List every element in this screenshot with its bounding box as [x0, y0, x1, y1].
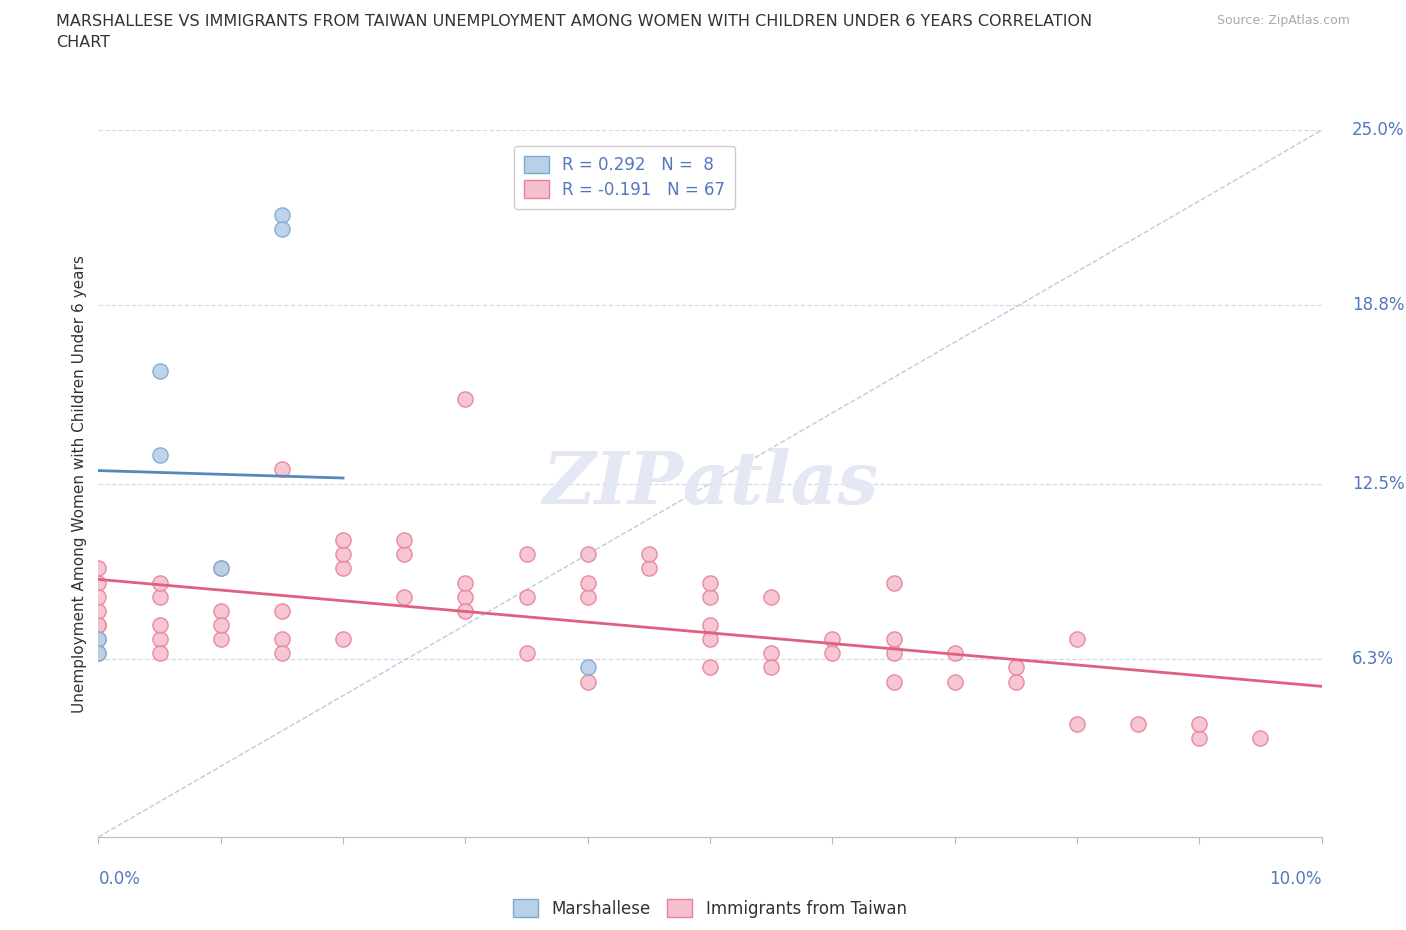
Point: [883, 645, 905, 660]
Y-axis label: Unemployment Among Women with Children Under 6 years: Unemployment Among Women with Children U…: [72, 255, 87, 712]
Point: [87, 561, 110, 576]
Point: [821, 645, 844, 660]
Point: [576, 575, 599, 590]
Point: [149, 590, 172, 604]
Point: [1250, 731, 1272, 746]
Point: [270, 221, 294, 236]
Point: [699, 590, 721, 604]
Point: [392, 533, 416, 548]
Point: [576, 660, 599, 675]
Point: [1128, 716, 1150, 731]
Point: [637, 561, 661, 576]
Point: [270, 604, 294, 618]
Point: [87, 590, 110, 604]
Point: [149, 645, 172, 660]
Point: [270, 207, 294, 222]
Point: [332, 547, 354, 562]
Point: [761, 660, 783, 675]
Point: [87, 604, 110, 618]
Point: [149, 575, 172, 590]
Point: [209, 631, 232, 646]
Point: [883, 575, 905, 590]
Point: [699, 618, 721, 632]
Point: [270, 631, 294, 646]
Point: [699, 660, 721, 675]
Point: [454, 604, 477, 618]
Legend: R = 0.292   N =  8, R = -0.191   N = 67: R = 0.292 N = 8, R = -0.191 N = 67: [513, 146, 735, 208]
Point: [87, 618, 110, 632]
Text: 10.0%: 10.0%: [1270, 870, 1322, 887]
Text: ZIP​atlas: ZIP​atlas: [541, 448, 879, 519]
Point: [1066, 716, 1088, 731]
Point: [332, 533, 354, 548]
Point: [87, 645, 110, 660]
Point: [576, 590, 599, 604]
Text: 12.5%: 12.5%: [1353, 474, 1405, 493]
Point: [209, 604, 232, 618]
Point: [454, 575, 477, 590]
Point: [821, 631, 844, 646]
Point: [209, 561, 232, 576]
Point: [699, 575, 721, 590]
Point: [1066, 631, 1088, 646]
Point: [149, 448, 172, 463]
Point: [761, 645, 783, 660]
Point: [1004, 674, 1026, 689]
Point: [87, 618, 110, 632]
Point: [87, 575, 110, 590]
Point: [149, 618, 172, 632]
Point: [516, 590, 538, 604]
Point: [270, 462, 294, 477]
Point: [699, 631, 721, 646]
Point: [87, 631, 110, 646]
Point: [1188, 716, 1211, 731]
Point: [516, 645, 538, 660]
Point: [149, 363, 172, 378]
Point: [943, 674, 966, 689]
Point: [209, 561, 232, 576]
Point: [943, 645, 966, 660]
Text: CHART: CHART: [56, 35, 110, 50]
Point: [637, 547, 661, 562]
Text: 25.0%: 25.0%: [1353, 121, 1405, 140]
Text: 6.3%: 6.3%: [1353, 650, 1395, 668]
Point: [392, 547, 416, 562]
Text: 18.8%: 18.8%: [1353, 297, 1405, 314]
Point: [332, 561, 354, 576]
Point: [576, 674, 599, 689]
Point: [332, 631, 354, 646]
Point: [883, 631, 905, 646]
Point: [87, 645, 110, 660]
Point: [209, 618, 232, 632]
Point: [454, 392, 477, 406]
Point: [87, 631, 110, 646]
Point: [1004, 660, 1026, 675]
Point: [454, 590, 477, 604]
Text: MARSHALLESE VS IMMIGRANTS FROM TAIWAN UNEMPLOYMENT AMONG WOMEN WITH CHILDREN UND: MARSHALLESE VS IMMIGRANTS FROM TAIWAN UN…: [56, 14, 1092, 29]
Point: [149, 631, 172, 646]
Point: [576, 547, 599, 562]
Point: [516, 547, 538, 562]
Point: [270, 645, 294, 660]
Point: [1188, 731, 1211, 746]
Point: [883, 674, 905, 689]
Point: [392, 590, 416, 604]
Point: [761, 590, 783, 604]
Text: 0.0%: 0.0%: [98, 870, 141, 887]
Text: Source: ZipAtlas.com: Source: ZipAtlas.com: [1216, 14, 1350, 27]
